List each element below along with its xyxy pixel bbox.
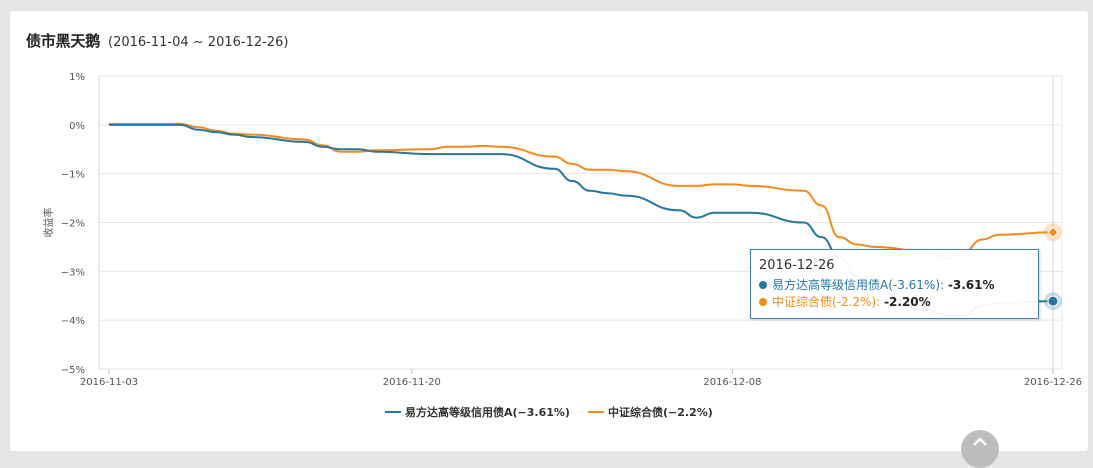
chart-tooltip: 2016-12-26 易方达高等级信用债A(-3.61%): -3.61% 中证… <box>750 249 1039 319</box>
tooltip-row-fund: 易方达高等级信用债A(-3.61%): -3.61% <box>759 276 1038 293</box>
legend-fund-label: 易方达高等级信用债A(−3.61%) <box>405 405 570 419</box>
x-tick-label: 2016-11-20 <box>383 377 441 388</box>
y-tick-label: 1% <box>69 72 85 83</box>
chevron-up-icon <box>973 437 987 446</box>
line-chart: 1% 0% −1% −2% −3% −4% −5%2016-11-03 2016-11-20 2… <box>42 72 1082 419</box>
index-end-point <box>1047 226 1059 238</box>
x-tick-label: 2016-12-26 <box>1024 377 1082 388</box>
tooltip-fund-label: 易方达高等级信用债A(-3.61%): <box>772 278 945 292</box>
fund-marker-icon <box>759 281 767 289</box>
tooltip-fund-value: -3.61% <box>947 278 995 292</box>
chart-title: 债市黑天鹅 <box>26 32 101 50</box>
y-tick-label: −3% <box>61 267 85 278</box>
x-tick-label: 2016-11-03 <box>80 377 138 388</box>
fund-end-point <box>1047 295 1059 307</box>
chart-date-range: (2016-11-04 ~ 2016-12-26) <box>108 35 289 50</box>
chart-card <box>10 11 1088 451</box>
tooltip-index-value: -2.20% <box>884 295 931 309</box>
y-tick-label: 0% <box>69 121 85 132</box>
y-tick-label: −1% <box>61 170 85 181</box>
legend-index-label: 中证综合债(−2.2%) <box>608 405 713 419</box>
y-tick-label: −4% <box>61 316 85 327</box>
y-tick-label: −5% <box>61 365 85 376</box>
y-axis-label: 收益率 <box>42 208 55 238</box>
scroll-top-button[interactable] <box>961 430 999 468</box>
tooltip-date: 2016-12-26 <box>759 258 835 273</box>
y-tick-label: −2% <box>61 219 85 230</box>
chart-title-row: 债市黑天鹅 (2016-11-04 ~ 2016-12-26) <box>26 30 288 52</box>
series-line-index <box>108 122 1054 261</box>
index-marker-icon <box>759 298 767 306</box>
tooltip-index-label: 中证综合债(-2.2%): <box>772 295 881 309</box>
tooltip-row-index: 中证综合债(-2.2%): -2.20% <box>759 293 1038 310</box>
x-tick-label: 2016-12-08 <box>703 377 761 388</box>
